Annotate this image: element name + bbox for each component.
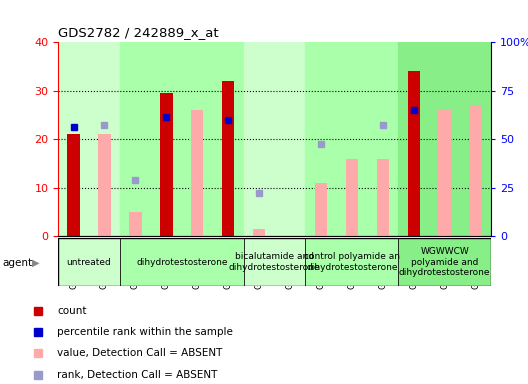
FancyBboxPatch shape	[120, 238, 243, 286]
Bar	[98, 134, 111, 236]
Bar	[222, 81, 234, 236]
Bar	[129, 212, 142, 236]
FancyBboxPatch shape	[306, 238, 398, 286]
Bar	[160, 93, 173, 236]
Bar	[398, 42, 491, 236]
Text: WGWWCW
polyamide and
dihydrotestosterone: WGWWCW polyamide and dihydrotestosterone	[399, 247, 491, 277]
FancyBboxPatch shape	[243, 238, 306, 286]
Text: agent: agent	[3, 258, 33, 268]
Text: value, Detection Call = ABSENT: value, Detection Call = ABSENT	[58, 348, 223, 358]
Bar	[306, 42, 398, 236]
Bar	[120, 42, 243, 236]
Text: ▶: ▶	[32, 258, 39, 268]
Text: bicalutamide and
dihydrotestosterone: bicalutamide and dihydrotestosterone	[229, 252, 320, 272]
Bar	[438, 110, 451, 236]
Bar	[346, 159, 358, 236]
Text: GDS2782 / 242889_x_at: GDS2782 / 242889_x_at	[58, 26, 219, 40]
Bar	[58, 42, 120, 236]
Text: percentile rank within the sample: percentile rank within the sample	[58, 327, 233, 337]
Bar	[408, 71, 420, 236]
FancyBboxPatch shape	[58, 238, 120, 286]
Bar	[253, 229, 265, 236]
Text: untreated: untreated	[67, 258, 111, 266]
Bar	[243, 42, 306, 236]
Text: count: count	[58, 306, 87, 316]
Bar	[376, 159, 389, 236]
FancyBboxPatch shape	[398, 238, 491, 286]
Text: control polyamide an
dihydrotestosterone: control polyamide an dihydrotestosterone	[304, 252, 400, 272]
Bar	[315, 183, 327, 236]
Text: dihydrotestosterone: dihydrotestosterone	[136, 258, 228, 266]
Bar	[469, 105, 482, 236]
Text: rank, Detection Call = ABSENT: rank, Detection Call = ABSENT	[58, 370, 218, 380]
Bar	[68, 134, 80, 236]
Bar	[191, 110, 203, 236]
